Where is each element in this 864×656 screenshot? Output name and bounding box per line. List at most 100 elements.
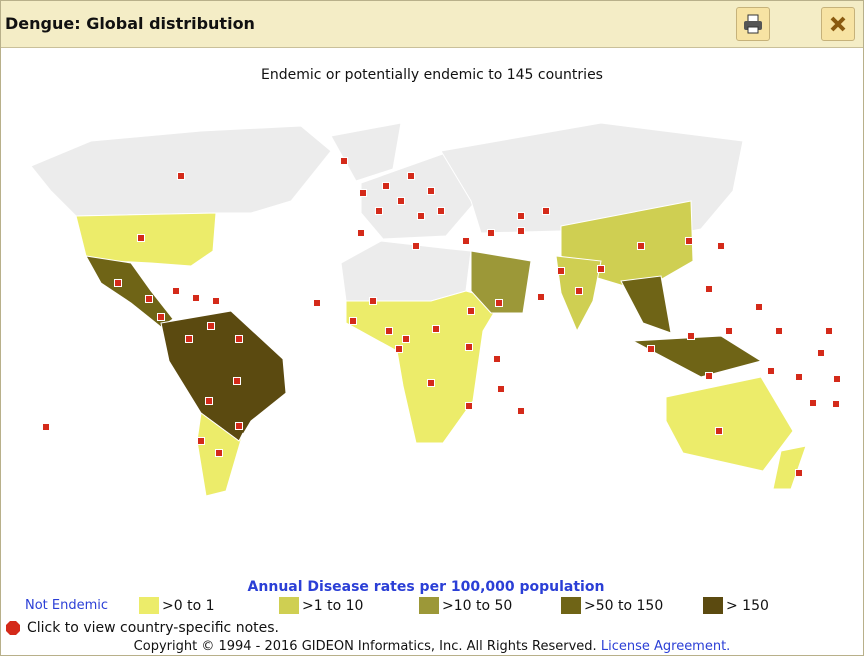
country-note-marker[interactable] xyxy=(809,399,817,407)
hint: Click to view country-specific notes. xyxy=(5,620,279,636)
country-note-marker[interactable] xyxy=(517,407,525,415)
country-note-marker[interactable] xyxy=(575,287,583,295)
country-note-marker[interactable] xyxy=(817,349,825,357)
country-note-marker[interactable] xyxy=(177,172,185,180)
country-note-marker[interactable] xyxy=(402,335,410,343)
country-note-marker[interactable] xyxy=(205,397,213,405)
legend-item: >50 to 150 xyxy=(561,597,663,614)
footer: Copyright © 1994 - 2016 GIDEON Informati… xyxy=(1,639,863,654)
copyright: Copyright © 1994 - 2016 GIDEON Informati… xyxy=(133,639,597,654)
indonesia xyxy=(631,335,763,378)
country-note-marker[interactable] xyxy=(427,187,435,195)
country-note-marker[interactable] xyxy=(340,157,348,165)
title-bar: Dengue: Global distribution xyxy=(1,1,863,48)
close-icon xyxy=(830,16,846,32)
country-note-marker[interactable] xyxy=(597,265,605,273)
country-note-marker[interactable] xyxy=(465,402,473,410)
country-note-marker[interactable] xyxy=(359,189,367,197)
print-button[interactable] xyxy=(736,7,770,41)
country-note-marker[interactable] xyxy=(192,294,200,302)
country-note-marker[interactable] xyxy=(395,345,403,353)
country-note-marker[interactable] xyxy=(215,449,223,457)
country-note-marker[interactable] xyxy=(542,207,550,215)
close-button[interactable] xyxy=(821,7,855,41)
greenland xyxy=(330,122,402,182)
country-note-marker[interactable] xyxy=(685,237,693,245)
print-icon xyxy=(744,14,762,34)
country-note-marker[interactable] xyxy=(114,279,122,287)
country-note-marker[interactable] xyxy=(145,295,153,303)
country-note-marker[interactable] xyxy=(412,242,420,250)
country-note-marker[interactable] xyxy=(767,367,775,375)
country-note-marker[interactable] xyxy=(717,242,725,250)
country-note-marker[interactable] xyxy=(725,327,733,335)
legend-label: >0 to 1 xyxy=(162,597,215,614)
country-note-marker[interactable] xyxy=(517,212,525,220)
country-note-marker[interactable] xyxy=(795,373,803,381)
north-africa xyxy=(340,240,472,302)
country-note-marker[interactable] xyxy=(825,327,833,335)
country-note-marker[interactable] xyxy=(637,242,645,250)
country-note-marker[interactable] xyxy=(537,293,545,301)
country-note-marker[interactable] xyxy=(495,299,503,307)
country-note-marker[interactable] xyxy=(715,427,723,435)
arabia xyxy=(470,250,532,314)
legend-item: > 150 xyxy=(703,597,769,614)
country-note-marker[interactable] xyxy=(557,267,565,275)
country-note-marker[interactable] xyxy=(427,379,435,387)
country-note-marker[interactable] xyxy=(369,297,377,305)
australia xyxy=(665,376,794,472)
legend-label: >10 to 50 xyxy=(442,597,513,614)
country-note-marker[interactable] xyxy=(375,207,383,215)
country-note-marker[interactable] xyxy=(197,437,205,445)
country-note-marker[interactable] xyxy=(687,332,695,340)
country-note-marker[interactable] xyxy=(349,317,357,325)
legend-item: >0 to 1 xyxy=(139,597,215,614)
country-note-marker[interactable] xyxy=(755,303,763,311)
southeast-asia xyxy=(620,275,672,334)
country-note-marker[interactable] xyxy=(487,229,495,237)
license-link[interactable]: License Agreement. xyxy=(600,639,731,654)
country-note-marker[interactable] xyxy=(212,297,220,305)
hint-text: Click to view country-specific notes. xyxy=(27,620,279,636)
legend-not-endemic: Not Endemic xyxy=(25,598,109,613)
country-note-marker[interactable] xyxy=(465,343,473,351)
country-note-marker[interactable] xyxy=(647,345,655,353)
country-note-marker[interactable] xyxy=(172,287,180,295)
country-note-marker[interactable] xyxy=(467,307,475,315)
legend-title: Annual Disease rates per 100,000 populat… xyxy=(247,579,605,595)
country-note-marker[interactable] xyxy=(157,313,165,321)
country-note-marker[interactable] xyxy=(313,299,321,307)
country-note-marker[interactable] xyxy=(397,197,405,205)
country-note-marker[interactable] xyxy=(42,423,50,431)
new-zealand xyxy=(772,445,807,490)
country-note-marker[interactable] xyxy=(705,372,713,380)
country-note-marker[interactable] xyxy=(705,285,713,293)
country-note-marker[interactable] xyxy=(417,212,425,220)
country-note-marker[interactable] xyxy=(137,234,145,242)
country-note-marker[interactable] xyxy=(382,182,390,190)
country-note-marker[interactable] xyxy=(235,422,243,430)
country-note-marker[interactable] xyxy=(493,355,501,363)
country-note-marker[interactable] xyxy=(233,377,241,385)
country-note-marker[interactable] xyxy=(357,229,365,237)
country-note-marker[interactable] xyxy=(833,375,841,383)
country-note-marker[interactable] xyxy=(437,207,445,215)
country-note-marker[interactable] xyxy=(235,335,243,343)
country-note-marker[interactable] xyxy=(497,385,505,393)
legend: Not Endemic >0 to 1 >1 to 10 >10 to 50 >50 … xyxy=(1,597,863,617)
country-note-marker[interactable] xyxy=(517,227,525,235)
country-note-marker[interactable] xyxy=(795,469,803,477)
legend-label: > 150 xyxy=(726,597,769,614)
legend-swatch xyxy=(419,597,439,614)
country-note-marker[interactable] xyxy=(432,325,440,333)
country-note-marker[interactable] xyxy=(407,172,415,180)
country-note-marker[interactable] xyxy=(832,400,840,408)
country-note-marker[interactable] xyxy=(185,335,193,343)
country-note-marker[interactable] xyxy=(775,327,783,335)
country-note-marker[interactable] xyxy=(207,322,215,330)
country-note-marker[interactable] xyxy=(385,327,393,335)
south-america-north xyxy=(160,310,287,442)
country-note-marker[interactable] xyxy=(462,237,470,245)
